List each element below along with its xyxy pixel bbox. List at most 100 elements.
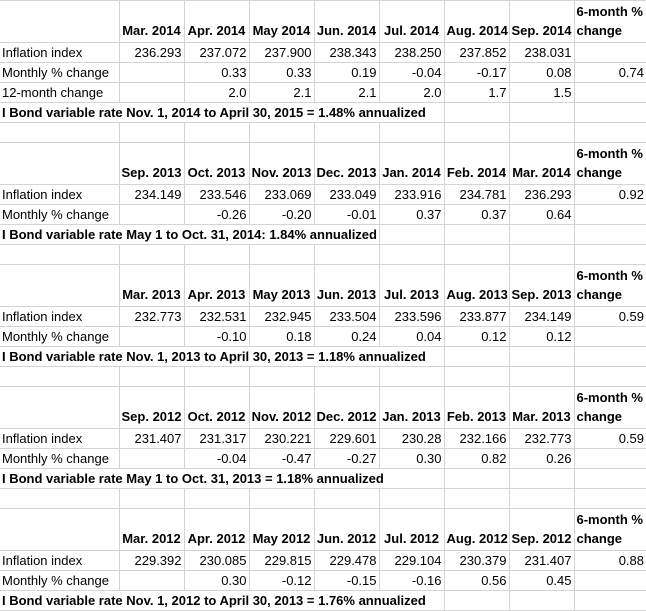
empty-cell[interactable] [574,366,646,387]
monthly-change-value-cell[interactable]: -0.17 [444,62,510,83]
month-header-cell[interactable]: Jan. 2014 [379,142,445,185]
month-header-cell[interactable]: Oct. 2013 [184,142,250,185]
empty-cell[interactable] [444,468,510,489]
six-month-change-cell[interactable]: 0.59 [574,306,646,327]
monthly-change-value-cell[interactable]: -0.10 [184,326,250,347]
empty-cell[interactable] [314,122,380,143]
empty-cell[interactable] [574,346,646,367]
six-month-change-cell[interactable] [574,326,646,347]
inflation-value-cell[interactable]: 229.601 [314,428,380,449]
row-label-cell[interactable]: Monthly % change [0,204,120,225]
inflation-value-cell[interactable]: 230.221 [249,428,315,449]
monthly-change-value-cell[interactable]: -0.12 [249,570,315,591]
monthly-change-value-cell[interactable]: 0.30 [379,448,445,469]
monthly-change-value-cell[interactable]: 0.45 [509,570,575,591]
monthly-change-value-cell[interactable]: 0.19 [314,62,380,83]
empty-cell[interactable] [0,122,120,143]
month-header-cell[interactable]: Mar. 2014 [509,142,575,185]
empty-cell[interactable] [184,244,250,265]
ibond-rate-text-cell[interactable]: I Bond variable rate Nov. 1, 2013 to Apr… [0,346,445,367]
month-header-cell[interactable]: Sep. 2013 [509,264,575,307]
empty-cell[interactable] [509,224,575,245]
month-header-cell[interactable]: Apr. 2014 [184,0,250,43]
empty-cell[interactable] [119,488,185,509]
row-label-cell[interactable]: Inflation index [0,306,120,327]
month-header-cell[interactable]: Feb. 2014 [444,142,510,185]
month-header-cell[interactable]: Aug. 2013 [444,264,510,307]
inflation-value-cell[interactable]: 232.945 [249,306,315,327]
header-spacer-cell[interactable] [0,0,120,43]
empty-cell[interactable] [444,488,510,509]
monthly-change-value-cell[interactable]: 0.56 [444,570,510,591]
row-label-cell[interactable]: Inflation index [0,184,120,205]
empty-cell[interactable] [444,346,510,367]
month-header-cell[interactable]: Sep. 2014 [509,0,575,43]
monthly-change-value-cell[interactable]: 0.12 [509,326,575,347]
monthly-change-value-cell[interactable]: -0.15 [314,570,380,591]
six-month-header-cell[interactable]: 6-month % change [574,508,646,551]
six-month-change-cell[interactable] [574,42,646,63]
month-header-cell[interactable]: Nov. 2012 [249,386,315,429]
empty-cell[interactable] [314,366,380,387]
month-header-cell[interactable]: Jun. 2012 [314,508,380,551]
inflation-value-cell[interactable]: 236.293 [509,184,575,205]
month-header-cell[interactable]: Sep. 2012 [509,508,575,551]
six-month-header-cell[interactable]: 6-month % change [574,264,646,307]
monthly-change-value-cell[interactable]: 0.12 [444,326,510,347]
twelve-month-value-cell[interactable] [119,82,185,103]
monthly-change-value-cell[interactable]: -0.27 [314,448,380,469]
monthly-change-value-cell[interactable]: -0.16 [379,570,445,591]
empty-cell[interactable] [509,244,575,265]
header-spacer-cell[interactable] [0,142,120,185]
inflation-value-cell[interactable]: 233.546 [184,184,250,205]
inflation-value-cell[interactable]: 233.069 [249,184,315,205]
empty-cell[interactable] [0,244,120,265]
month-header-cell[interactable]: Aug. 2012 [444,508,510,551]
month-header-cell[interactable]: May 2012 [249,508,315,551]
empty-cell[interactable] [444,122,510,143]
empty-cell[interactable] [574,224,646,245]
empty-cell[interactable] [184,122,250,143]
inflation-value-cell[interactable]: 231.407 [119,428,185,449]
inflation-value-cell[interactable]: 237.852 [444,42,510,63]
monthly-change-value-cell[interactable]: 0.64 [509,204,575,225]
inflation-value-cell[interactable]: 232.773 [119,306,185,327]
row-label-cell[interactable]: Monthly % change [0,326,120,347]
empty-cell[interactable] [314,488,380,509]
month-header-cell[interactable]: Mar. 2012 [119,508,185,551]
ibond-rate-text-cell[interactable]: I Bond variable rate May 1 to Oct. 31, 2… [0,468,445,489]
monthly-change-value-cell[interactable]: 0.08 [509,62,575,83]
empty-cell[interactable] [509,346,575,367]
inflation-value-cell[interactable]: 237.072 [184,42,250,63]
empty-cell[interactable] [379,122,445,143]
empty-cell[interactable] [379,244,445,265]
six-month-change-cell[interactable]: 0.88 [574,550,646,571]
monthly-change-value-cell[interactable] [119,326,185,347]
twelve-month-value-cell[interactable]: 1.5 [509,82,575,103]
monthly-change-value-cell[interactable]: -0.04 [184,448,250,469]
empty-cell[interactable] [574,488,646,509]
empty-cell[interactable] [509,366,575,387]
inflation-value-cell[interactable]: 229.815 [249,550,315,571]
six-month-header-cell[interactable]: 6-month % change [574,142,646,185]
inflation-value-cell[interactable]: 234.149 [119,184,185,205]
six-month-change-cell[interactable] [574,448,646,469]
month-header-cell[interactable]: Jul. 2014 [379,0,445,43]
month-header-cell[interactable]: Apr. 2012 [184,508,250,551]
ibond-rate-text-cell[interactable]: I Bond variable rate Nov. 1, 2014 to Apr… [0,102,445,123]
empty-cell[interactable] [574,244,646,265]
inflation-value-cell[interactable]: 229.478 [314,550,380,571]
month-header-cell[interactable]: Dec. 2013 [314,142,380,185]
inflation-value-cell[interactable]: 231.317 [184,428,250,449]
empty-cell[interactable] [184,366,250,387]
header-spacer-cell[interactable] [0,508,120,551]
month-header-cell[interactable]: Sep. 2013 [119,142,185,185]
month-header-cell[interactable]: Dec. 2012 [314,386,380,429]
header-spacer-cell[interactable] [0,386,120,429]
twelve-month-value-cell[interactable]: 2.0 [379,82,445,103]
empty-cell[interactable] [249,488,315,509]
six-month-header-cell[interactable]: 6-month % change [574,386,646,429]
inflation-value-cell[interactable]: 233.596 [379,306,445,327]
inflation-value-cell[interactable]: 232.773 [509,428,575,449]
empty-cell[interactable] [444,224,510,245]
